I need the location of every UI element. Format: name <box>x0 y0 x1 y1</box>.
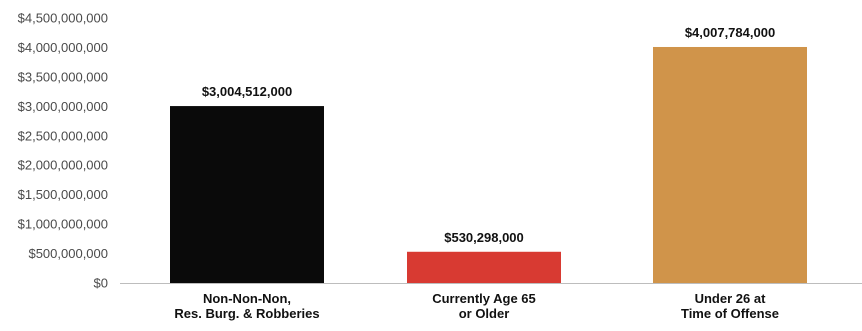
bar <box>170 106 324 283</box>
bar <box>653 46 807 283</box>
bar <box>407 251 561 283</box>
x-category-label: Non-Non-Non, Res. Burg. & Robberies <box>174 291 319 321</box>
y-tick-label: $1,000,000,000 <box>18 217 108 232</box>
y-axis: $0 $500,000,000 $1,000,000,000 $1,500,000,0… <box>18 11 108 291</box>
x-category-label: Currently Age 65 or Older <box>432 291 536 321</box>
y-tick-label: $500,000,000 <box>28 246 108 261</box>
x-axis: Non-Non-Non, Res. Burg. & Robberies Curren… <box>174 291 779 321</box>
x-category-label: Under 26 at Time of Offense <box>681 291 779 321</box>
y-tick-label: $2,000,000,000 <box>18 158 108 173</box>
y-tick-label: $4,000,000,000 <box>18 40 108 55</box>
bars: $3,004,512,000 $530,298,000 $4,007,784,000 <box>170 25 807 283</box>
y-tick-label: $2,500,000,000 <box>18 128 108 143</box>
y-tick-label: $1,500,000,000 <box>18 187 108 202</box>
bar-value-label: $4,007,784,000 <box>685 25 775 40</box>
bar-value-label: $3,004,512,000 <box>202 84 292 99</box>
y-tick-label: $0 <box>94 276 108 291</box>
bar-value-label: $530,298,000 <box>444 230 524 245</box>
y-tick-label: $3,000,000,000 <box>18 99 108 114</box>
y-tick-label: $3,500,000,000 <box>18 69 108 84</box>
y-tick-label: $4,500,000,000 <box>18 11 108 26</box>
